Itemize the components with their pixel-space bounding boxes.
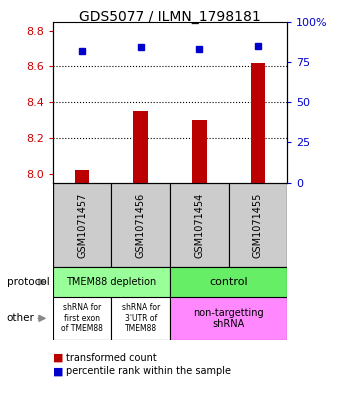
Text: GSM1071454: GSM1071454 <box>194 192 204 258</box>
Bar <box>112 297 170 340</box>
Text: GSM1071456: GSM1071456 <box>136 192 146 258</box>
Bar <box>53 183 112 267</box>
Text: other: other <box>7 313 35 323</box>
Text: ■: ■ <box>53 366 63 376</box>
Text: shRNA for
first exon
of TMEM88: shRNA for first exon of TMEM88 <box>61 303 103 333</box>
Bar <box>53 267 170 297</box>
Text: GSM1071455: GSM1071455 <box>253 192 263 258</box>
Text: protocol: protocol <box>7 277 50 287</box>
Text: ■: ■ <box>53 353 63 363</box>
Bar <box>170 267 287 297</box>
Bar <box>229 183 287 267</box>
Bar <box>75 170 89 183</box>
Text: TMEM88 depletion: TMEM88 depletion <box>66 277 156 287</box>
Bar <box>192 120 207 183</box>
Bar <box>133 111 148 183</box>
Text: GDS5077 / ILMN_1798181: GDS5077 / ILMN_1798181 <box>79 10 261 24</box>
Text: percentile rank within the sample: percentile rank within the sample <box>66 366 231 376</box>
Bar <box>112 183 170 267</box>
Text: non-targetting
shRNA: non-targetting shRNA <box>193 308 264 329</box>
Text: shRNA for
3'UTR of
TMEM88: shRNA for 3'UTR of TMEM88 <box>122 303 160 333</box>
Bar <box>170 183 228 267</box>
Text: control: control <box>209 277 248 287</box>
Bar <box>170 297 287 340</box>
Text: GSM1071457: GSM1071457 <box>77 192 87 258</box>
Bar <box>251 63 265 183</box>
Text: transformed count: transformed count <box>66 353 157 363</box>
Bar <box>53 297 112 340</box>
